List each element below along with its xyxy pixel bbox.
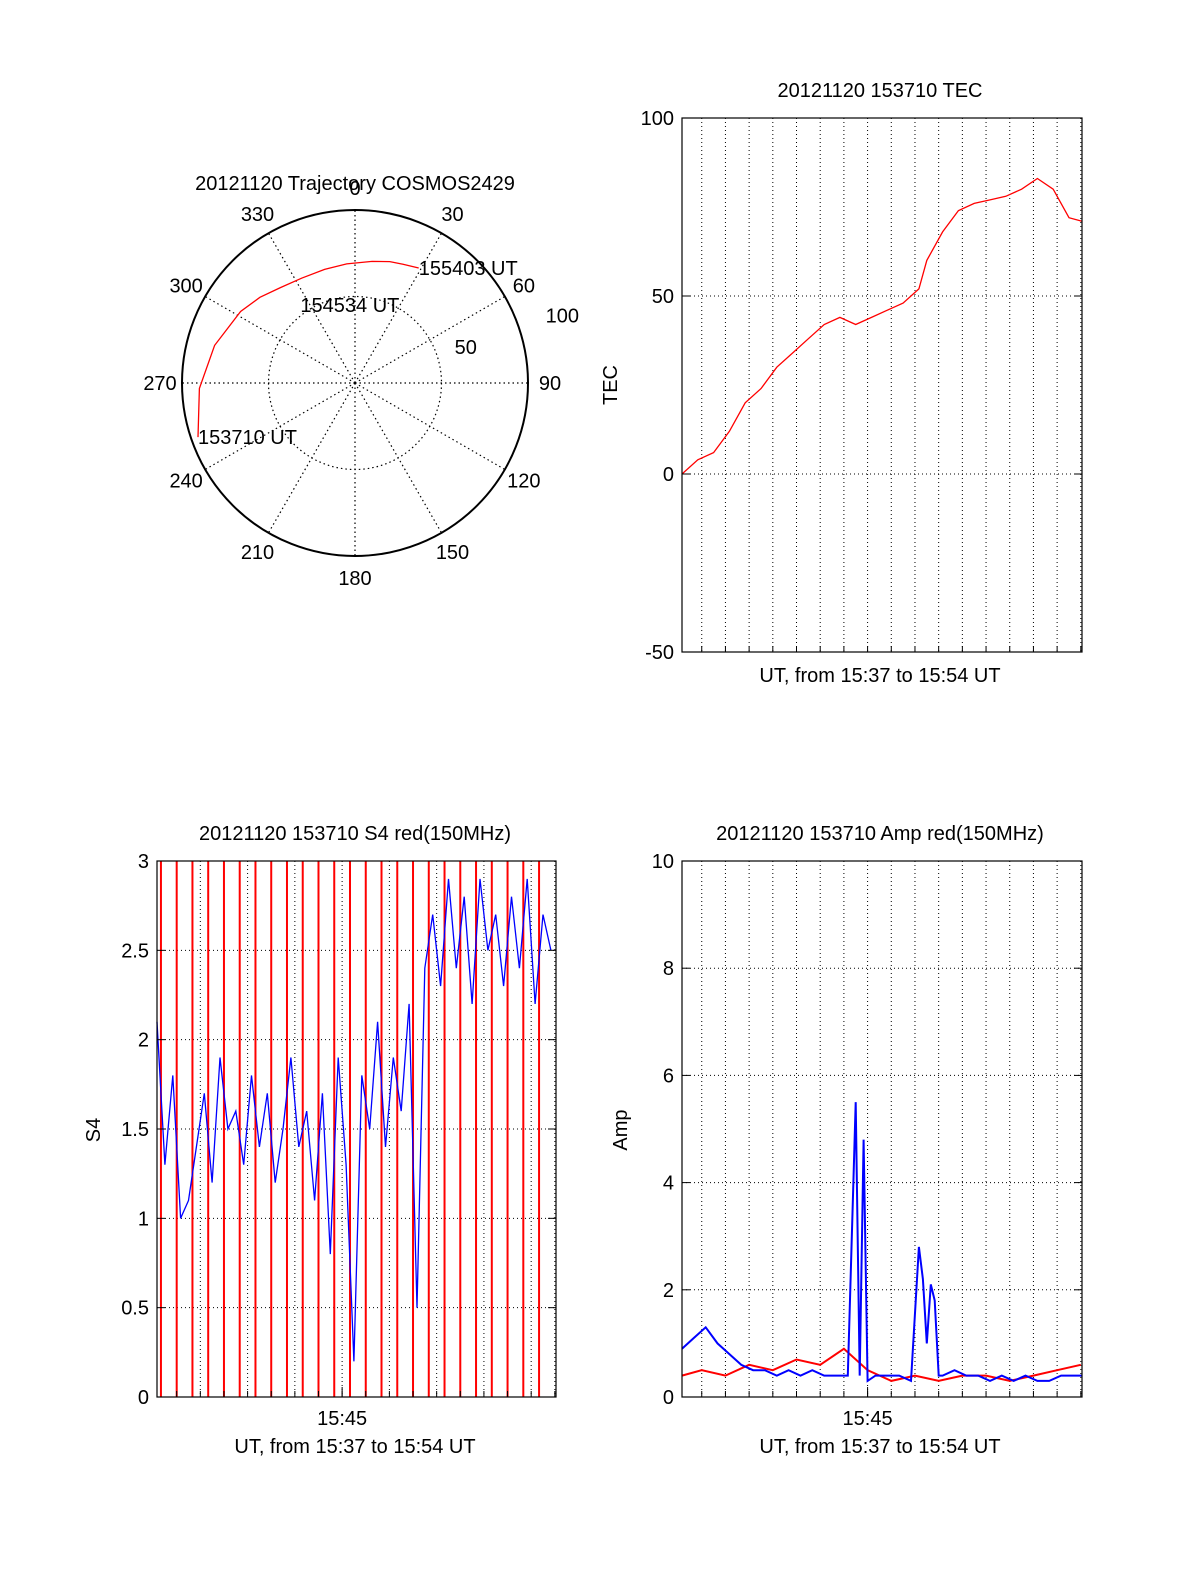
polar-radial-tick-label: 100 [546, 306, 579, 328]
y-tick-label: 50 [652, 286, 674, 308]
y-tick-label: 1 [138, 1208, 149, 1230]
y-tick-label: 10 [652, 851, 674, 873]
amp-ylabel: Amp [610, 1109, 632, 1150]
y-tick-label: 6 [663, 1065, 674, 1087]
tec-plot-area: -50 0 50 100 [641, 108, 1083, 664]
polar-radial-tick-label: 50 [455, 337, 477, 359]
tec-xlabel: UT, from 15:37 to 15:54 UT [759, 665, 1000, 687]
s4-ylabel: S4 [83, 1118, 105, 1142]
plot-frame [681, 860, 1083, 1398]
trajectory-line [197, 260, 419, 438]
tec-title: 20121120 153710 TEC [778, 80, 983, 102]
s4-xlabel: UT, from 15:37 to 15:54 UT [234, 1436, 475, 1458]
s4-title: 20121120 153710 S4 red(150MHz) [199, 823, 511, 845]
series-line [681, 1102, 1082, 1383]
y-tick-label: 2 [138, 1030, 149, 1052]
s4-panel: 20121120 153710 S4 red(150MHz) 0 0.5 1 1.5 2… [83, 823, 557, 1458]
amp-plot-area: 0 2 4 6 8 10 15:45 [652, 851, 1083, 1430]
polar-azimuth-label: 120 [507, 471, 540, 493]
polar-azimuth-label: 180 [338, 568, 371, 590]
polar-azimuth-label: 240 [169, 471, 202, 493]
polar-spoke [354, 382, 443, 534]
amp-title: 20121120 153710 Amp red(150MHz) [716, 823, 1044, 845]
polar-labels: 0 30 60 90 120 150 180 210 240 270 300 330 50 100 [143, 178, 579, 590]
polar-azimuth-label: 210 [241, 542, 274, 564]
y-tick-label: 3 [138, 851, 149, 873]
polar-azimuth-label: 90 [539, 373, 561, 395]
polar-azimuth-label: 0 [349, 178, 360, 200]
y-tick-label: 0 [138, 1387, 149, 1409]
polar-spoke [354, 232, 443, 384]
y-tick-label: 4 [663, 1173, 674, 1195]
polar-azimuth-label: 30 [441, 204, 463, 226]
polar-azimuth-label: 330 [241, 204, 274, 226]
polar-azimuth-label: 270 [143, 373, 176, 395]
plot-frame [156, 860, 557, 1398]
tec-panel: 20121120 153710 TEC -50 0 50 100 UT, from 1… [600, 80, 1083, 687]
series-line [681, 177, 1083, 475]
series-line [156, 878, 552, 1362]
polar-spoke [354, 382, 506, 471]
polar-outer-circle [181, 209, 529, 557]
polar-azimuth-label: 60 [513, 276, 535, 298]
x-tick-label: 15:45 [317, 1408, 367, 1430]
amp-panel: 20121120 153710 Amp red(150MHz) 0 2 4 6 8 10 1… [610, 823, 1083, 1458]
y-tick-label: 0.5 [121, 1298, 149, 1320]
y-tick-label: 0 [663, 464, 674, 486]
polar-spoke [354, 295, 506, 384]
polar-azimuth-label: 300 [169, 276, 202, 298]
trajectory-time-label: 154534 UT [300, 295, 399, 317]
polar-spoke [204, 295, 356, 384]
trajectory-time-label: 153710 UT [198, 427, 297, 449]
tec-ylabel: TEC [600, 365, 622, 405]
s4-plot-area: 0 0.5 1 1.5 2 2.5 3 15:45 [121, 851, 557, 1430]
polar-title: 20121120 Trajectory COSMOS2429 [195, 173, 515, 195]
polar-trajectory [197, 260, 419, 438]
y-tick-label: 100 [641, 108, 674, 130]
y-tick-label: 2 [663, 1280, 674, 1302]
y-tick-label: -50 [645, 642, 674, 664]
y-tick-label: 1.5 [121, 1119, 149, 1141]
y-tick-label: 8 [663, 958, 674, 980]
y-tick-label: 2.5 [121, 940, 149, 962]
polar-spoke [267, 382, 356, 534]
y-tick-label: 0 [663, 1387, 674, 1409]
trajectory-time-label: 155403 UT [419, 258, 518, 280]
polar-grid [181, 209, 529, 557]
amp-xlabel: UT, from 15:37 to 15:54 UT [759, 1436, 1000, 1458]
polar-spoke [204, 382, 356, 471]
polar-annotations: 155403 UT 154534 UT 153710 UT [198, 258, 518, 449]
polar-spoke [267, 232, 356, 384]
x-tick-label: 15:45 [843, 1408, 893, 1430]
polar-azimuth-label: 150 [436, 542, 469, 564]
plot-frame [681, 117, 1083, 653]
polar-panel: 20121120 Trajectory COSMOS2429 0 30 60 90 12… [143, 173, 579, 590]
